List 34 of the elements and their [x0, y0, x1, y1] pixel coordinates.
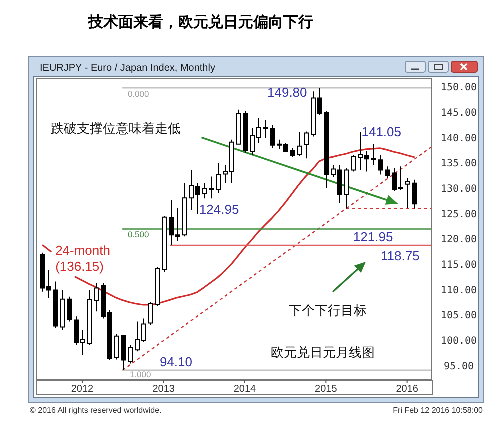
- x-tick-label: 2015: [315, 384, 338, 395]
- y-tick-label: 140.00: [440, 133, 478, 144]
- annotation: 0.000: [128, 89, 150, 100]
- x-tick-label: 2012: [71, 384, 94, 395]
- annotation: 94.10: [160, 354, 192, 370]
- y-tick-label: 125.00: [440, 209, 478, 220]
- y-tick-label: 120.00: [440, 234, 478, 246]
- y-tick-label: 115.00: [440, 260, 478, 271]
- y-tick-label: 145.00: [440, 108, 478, 119]
- x-tick-label: 2013: [152, 384, 176, 395]
- annotation: 149.80: [268, 85, 308, 100]
- annotation: 欧元兑日元月线图: [271, 345, 375, 360]
- y-tick-label: 130.00: [440, 184, 478, 195]
- x-tick-label: 2016: [396, 384, 419, 395]
- annotation: 下个下行目标: [289, 303, 367, 318]
- annotation: 118.75: [381, 248, 420, 264]
- annotation: 124.95: [199, 202, 240, 218]
- chart-title: 技术面来看，欧元兑日元偏向下行: [88, 14, 314, 31]
- y-tick-label: 105.00: [440, 310, 478, 322]
- text: © 2016 All rights reserved worldwide.: [30, 406, 162, 415]
- y-tick-label: 150.00: [440, 82, 478, 94]
- y-tick-label: 95.00: [444, 361, 474, 372]
- annotation: 1.000: [130, 369, 152, 380]
- legend-label: 24-month (136.15): [56, 243, 110, 274]
- annotation: 141.05: [362, 124, 402, 140]
- text: Fri Feb 12 2016 10:58:00: [393, 406, 484, 415]
- y-tick-label: 110.00: [440, 285, 478, 296]
- x-tick-label: 2014: [234, 384, 257, 395]
- annotation: 0.500: [128, 229, 150, 240]
- y-tick-label: 100.00: [440, 336, 478, 347]
- chart-subtitle: IEURJPY - Euro / Japan Index, Monthly: [40, 63, 216, 74]
- y-tick-label: 135.00: [440, 158, 478, 170]
- annotation: 跌破支撑位意味着走低: [51, 121, 181, 136]
- annotation: 121.95: [353, 229, 394, 244]
